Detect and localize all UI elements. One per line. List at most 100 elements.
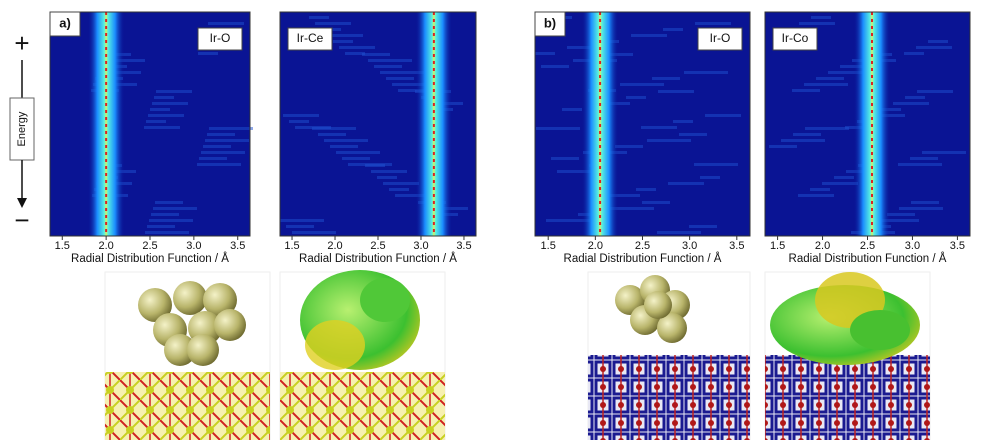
texture xyxy=(804,83,848,86)
texture xyxy=(309,16,329,19)
x-tick-label: 1.5 xyxy=(55,240,70,252)
texture xyxy=(150,108,170,111)
texture xyxy=(705,114,741,117)
x-tick-label: 3.5 xyxy=(456,240,471,252)
texture xyxy=(155,201,183,204)
texture xyxy=(146,120,166,123)
texture xyxy=(904,52,924,55)
texture xyxy=(811,16,831,19)
x-tick-label: 3.0 xyxy=(413,240,428,252)
x-tick-label: 1.5 xyxy=(284,240,299,252)
texture xyxy=(822,182,858,185)
x-tick-label: 2.0 xyxy=(815,240,830,252)
texture xyxy=(647,139,691,142)
heatmap-plot: 1.52.02.53.03.5Radial Distribution Funct… xyxy=(50,12,253,265)
texture xyxy=(695,22,731,25)
texture xyxy=(917,90,953,93)
panel-label: b) xyxy=(544,15,556,30)
x-tick-label: 2.5 xyxy=(142,240,157,252)
texture xyxy=(658,90,694,93)
texture xyxy=(652,77,680,80)
texture xyxy=(911,201,939,204)
figure: + Energy − 1.52.02.53.03.5Radial Dis xyxy=(0,0,982,440)
structure-b-left xyxy=(588,272,750,440)
x-tick-label: 2.0 xyxy=(327,240,342,252)
energy-axis: + Energy − xyxy=(10,28,34,235)
texture xyxy=(641,126,677,129)
texture xyxy=(318,133,346,136)
texture xyxy=(151,213,179,216)
texture xyxy=(199,157,227,160)
texture xyxy=(799,22,835,25)
minus-sign: − xyxy=(14,205,29,235)
x-tick-label: 3.5 xyxy=(729,240,744,252)
texture xyxy=(663,28,683,31)
x-tick-label: 3.0 xyxy=(905,240,920,252)
x-tick-label: 2.5 xyxy=(860,240,875,252)
texture xyxy=(899,207,943,210)
texture xyxy=(816,77,844,80)
texture xyxy=(330,145,358,148)
x-tick-label: 3.0 xyxy=(186,240,201,252)
texture xyxy=(377,176,397,179)
texture xyxy=(154,96,174,99)
energy-label: Energy xyxy=(16,111,28,146)
structure-b-right xyxy=(765,272,930,440)
texture xyxy=(280,219,324,222)
x-tick-label: 3.5 xyxy=(950,240,965,252)
texture xyxy=(339,46,375,49)
texture xyxy=(289,120,309,123)
plot-title: Ir-Co xyxy=(782,31,809,45)
texture xyxy=(145,231,189,234)
texture xyxy=(315,22,351,25)
x-tick-label: 1.5 xyxy=(770,240,785,252)
texture xyxy=(368,59,412,62)
texture xyxy=(345,52,365,55)
texture xyxy=(626,96,646,99)
panel-label: a) xyxy=(59,15,71,30)
texture xyxy=(536,127,580,130)
plot-title: Ir-O xyxy=(710,31,731,45)
plot-title: Ir-Ce xyxy=(297,31,324,45)
x-tick-label: 2.0 xyxy=(588,240,603,252)
texture xyxy=(292,231,336,234)
texture xyxy=(792,89,820,92)
texture xyxy=(551,157,579,160)
plot-title: Ir-O xyxy=(210,31,231,45)
texture xyxy=(153,207,197,210)
texture xyxy=(342,157,370,160)
texture xyxy=(898,163,942,166)
texture xyxy=(636,188,656,191)
texture xyxy=(793,133,821,136)
texture xyxy=(156,90,192,93)
plus-sign: + xyxy=(14,28,29,58)
texture xyxy=(615,145,643,148)
texture xyxy=(149,219,193,222)
heatmap-plot: 1.52.02.53.03.5Radial Distribution Funct… xyxy=(535,12,750,265)
texture xyxy=(893,102,929,105)
texture xyxy=(198,52,218,55)
texture xyxy=(336,151,380,154)
texture xyxy=(679,133,707,136)
texture xyxy=(620,83,664,86)
texture xyxy=(152,102,188,105)
heatmap-plot: 1.52.02.53.03.5Radial Distribution Funct… xyxy=(765,12,970,265)
x-tick-label: 2.0 xyxy=(98,240,113,252)
texture xyxy=(324,139,368,142)
texture xyxy=(201,151,245,154)
texture xyxy=(642,201,670,204)
texture xyxy=(769,145,797,148)
texture xyxy=(541,65,569,68)
x-axis-label: Radial Distribution Function / Å xyxy=(71,252,229,265)
texture xyxy=(668,182,704,185)
texture xyxy=(922,151,966,154)
texture xyxy=(700,176,720,179)
texture xyxy=(147,225,175,228)
x-tick-label: 1.5 xyxy=(541,240,556,252)
x-axis-label: Radial Distribution Function / Å xyxy=(299,252,457,265)
texture xyxy=(535,52,555,55)
x-tick-label: 3.0 xyxy=(682,240,697,252)
texture xyxy=(386,77,414,80)
texture xyxy=(362,53,390,56)
structure-a-left xyxy=(105,272,270,440)
